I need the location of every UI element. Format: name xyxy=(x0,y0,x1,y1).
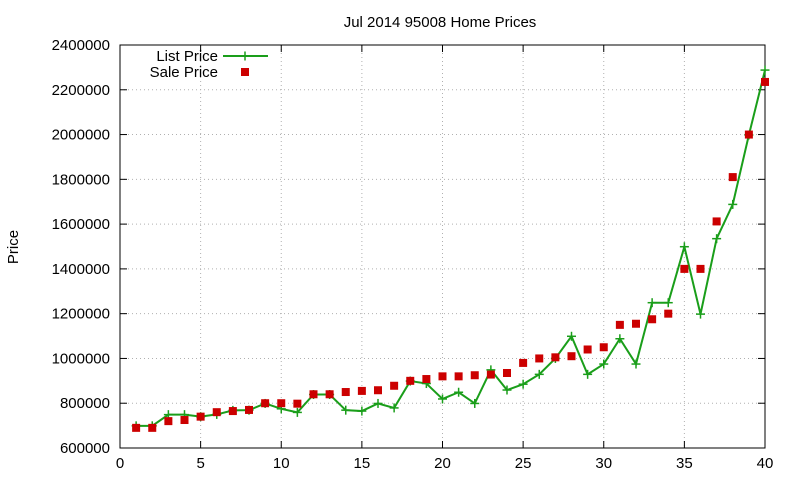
list-price-point xyxy=(712,234,722,244)
list-price-point xyxy=(292,407,302,417)
sale-price-point xyxy=(438,372,447,381)
x-tick-label: 35 xyxy=(676,455,693,472)
sale-price-point xyxy=(615,320,624,329)
list-price-point xyxy=(696,309,705,319)
sale-price-point xyxy=(132,423,141,432)
sale-price-point xyxy=(712,217,721,226)
list-price-point xyxy=(470,398,480,408)
sale-price-point xyxy=(357,386,366,395)
sale-price-point xyxy=(374,386,382,395)
x-tick-label: 10 xyxy=(273,455,290,472)
sale-price-point xyxy=(164,417,173,426)
legend-swatch-marker xyxy=(241,68,249,76)
sale-price-point xyxy=(551,353,560,362)
x-tick-label: 20 xyxy=(434,455,451,472)
list-price-point xyxy=(389,403,399,413)
sale-price-point xyxy=(470,371,479,380)
list-price-point xyxy=(583,369,593,379)
sale-price-point xyxy=(390,381,399,390)
sale-price-point xyxy=(728,173,737,182)
sale-price-point xyxy=(277,399,286,408)
sale-price-point xyxy=(148,423,157,432)
sale-price-point xyxy=(245,405,253,414)
sale-price-point xyxy=(341,388,350,397)
y-tick-label: 1600000 xyxy=(52,216,110,233)
sale-price-point xyxy=(212,408,221,417)
x-tick-label: 30 xyxy=(595,455,612,472)
x-tick-label: 15 xyxy=(354,455,371,472)
y-tick-label: 600000 xyxy=(60,440,110,457)
x-tick-label: 25 xyxy=(515,455,532,472)
sale-price-point xyxy=(599,343,608,352)
y-axis-label: Price xyxy=(5,230,22,264)
list-price-point xyxy=(438,394,447,404)
y-tick-label: 2200000 xyxy=(52,82,110,99)
list-price-point xyxy=(502,385,512,395)
list-price-point xyxy=(631,359,641,369)
list-price-point xyxy=(534,369,544,379)
y-tick-label: 800000 xyxy=(60,395,110,412)
list-price-point xyxy=(599,359,609,369)
sale-price-point xyxy=(583,345,592,354)
y-tick-label: 2400000 xyxy=(52,37,110,54)
sale-price-point xyxy=(180,416,189,425)
sale-price-point xyxy=(293,399,302,408)
list-price-point xyxy=(679,242,689,252)
sale-price-point xyxy=(325,390,334,399)
list-price-point xyxy=(518,379,528,389)
list-price-point xyxy=(357,406,367,416)
x-tick-label: 40 xyxy=(757,455,774,472)
y-tick-label: 1200000 xyxy=(52,306,110,323)
sale-price-point xyxy=(632,319,640,328)
axis-ticks: 0 5 10 15 20 25 30 35 40 600000 800000 1000000 12000… xyxy=(52,37,774,472)
series-sale-price xyxy=(132,77,769,432)
list-price-point xyxy=(728,199,738,209)
list-price-point xyxy=(647,298,657,308)
sale-price-point xyxy=(261,399,270,408)
chart-title: Jul 2014 95008 Home Prices xyxy=(344,14,537,31)
sale-price-point xyxy=(744,130,753,139)
list-price-line xyxy=(136,69,766,427)
sale-price-point xyxy=(309,390,318,399)
sale-price-point xyxy=(680,264,689,273)
sale-price-point xyxy=(567,352,576,361)
list-price-point xyxy=(454,387,464,397)
sale-price-point xyxy=(664,309,673,318)
y-tick-label: 1800000 xyxy=(52,171,110,188)
list-price-point xyxy=(663,298,673,308)
y-tick-label: 2000000 xyxy=(52,127,110,144)
grid xyxy=(120,45,765,448)
sale-price-point xyxy=(535,354,544,363)
legend-label: Sale Price xyxy=(150,64,218,81)
list-price-point xyxy=(615,334,625,344)
sale-price-point xyxy=(228,407,237,416)
sale-price-point xyxy=(696,264,705,273)
x-tick-label: 0 xyxy=(116,455,124,472)
series xyxy=(131,65,770,432)
sale-price-point xyxy=(422,375,431,384)
sale-price-point xyxy=(503,368,511,377)
list-price-point xyxy=(567,331,576,341)
sale-price-point xyxy=(406,376,415,385)
sale-price-point xyxy=(519,358,528,367)
sale-price-point xyxy=(761,77,769,86)
series-list-price xyxy=(131,65,770,431)
list-price-point xyxy=(373,398,383,408)
y-tick-label: 1400000 xyxy=(52,261,110,278)
sale-price-point xyxy=(486,370,495,379)
sale-price-point xyxy=(454,372,463,381)
legend-label: List Price xyxy=(156,48,218,65)
y-tick-label: 1000000 xyxy=(52,350,110,367)
x-tick-label: 5 xyxy=(196,455,204,472)
sale-price-point xyxy=(196,412,205,421)
sale-price-point xyxy=(648,315,657,324)
list-price-point xyxy=(760,65,770,75)
legend-swatch-marker xyxy=(240,51,250,61)
list-price-point xyxy=(341,405,351,415)
